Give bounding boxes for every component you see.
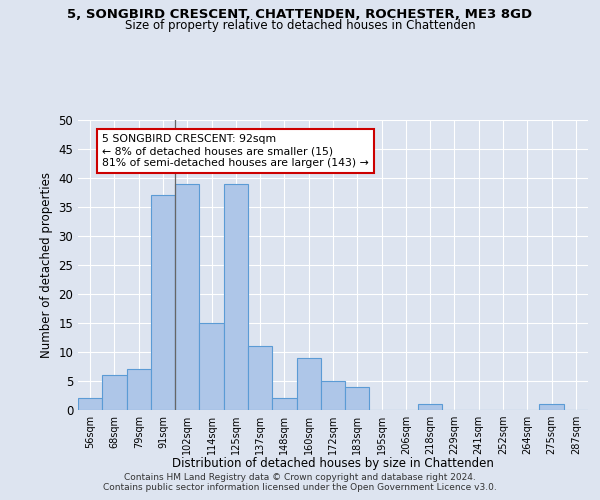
Bar — [151, 196, 175, 410]
Y-axis label: Number of detached properties: Number of detached properties — [40, 172, 53, 358]
Bar — [418, 404, 442, 410]
Bar — [199, 323, 224, 410]
Bar — [248, 346, 272, 410]
Bar — [102, 375, 127, 410]
Text: Size of property relative to detached houses in Chattenden: Size of property relative to detached ho… — [125, 19, 475, 32]
Text: 5, SONGBIRD CRESCENT, CHATTENDEN, ROCHESTER, ME3 8GD: 5, SONGBIRD CRESCENT, CHATTENDEN, ROCHES… — [67, 8, 533, 20]
Text: Distribution of detached houses by size in Chattenden: Distribution of detached houses by size … — [172, 458, 494, 470]
Bar — [345, 387, 370, 410]
Bar — [296, 358, 321, 410]
Text: Contains HM Land Registry data © Crown copyright and database right 2024.: Contains HM Land Registry data © Crown c… — [124, 472, 476, 482]
Bar — [175, 184, 199, 410]
Bar — [224, 184, 248, 410]
Bar — [127, 370, 151, 410]
Bar — [321, 381, 345, 410]
Bar — [539, 404, 564, 410]
Bar — [272, 398, 296, 410]
Text: Contains public sector information licensed under the Open Government Licence v3: Contains public sector information licen… — [103, 484, 497, 492]
Bar — [78, 398, 102, 410]
Text: 5 SONGBIRD CRESCENT: 92sqm
← 8% of detached houses are smaller (15)
81% of semi-: 5 SONGBIRD CRESCENT: 92sqm ← 8% of detac… — [102, 134, 369, 168]
